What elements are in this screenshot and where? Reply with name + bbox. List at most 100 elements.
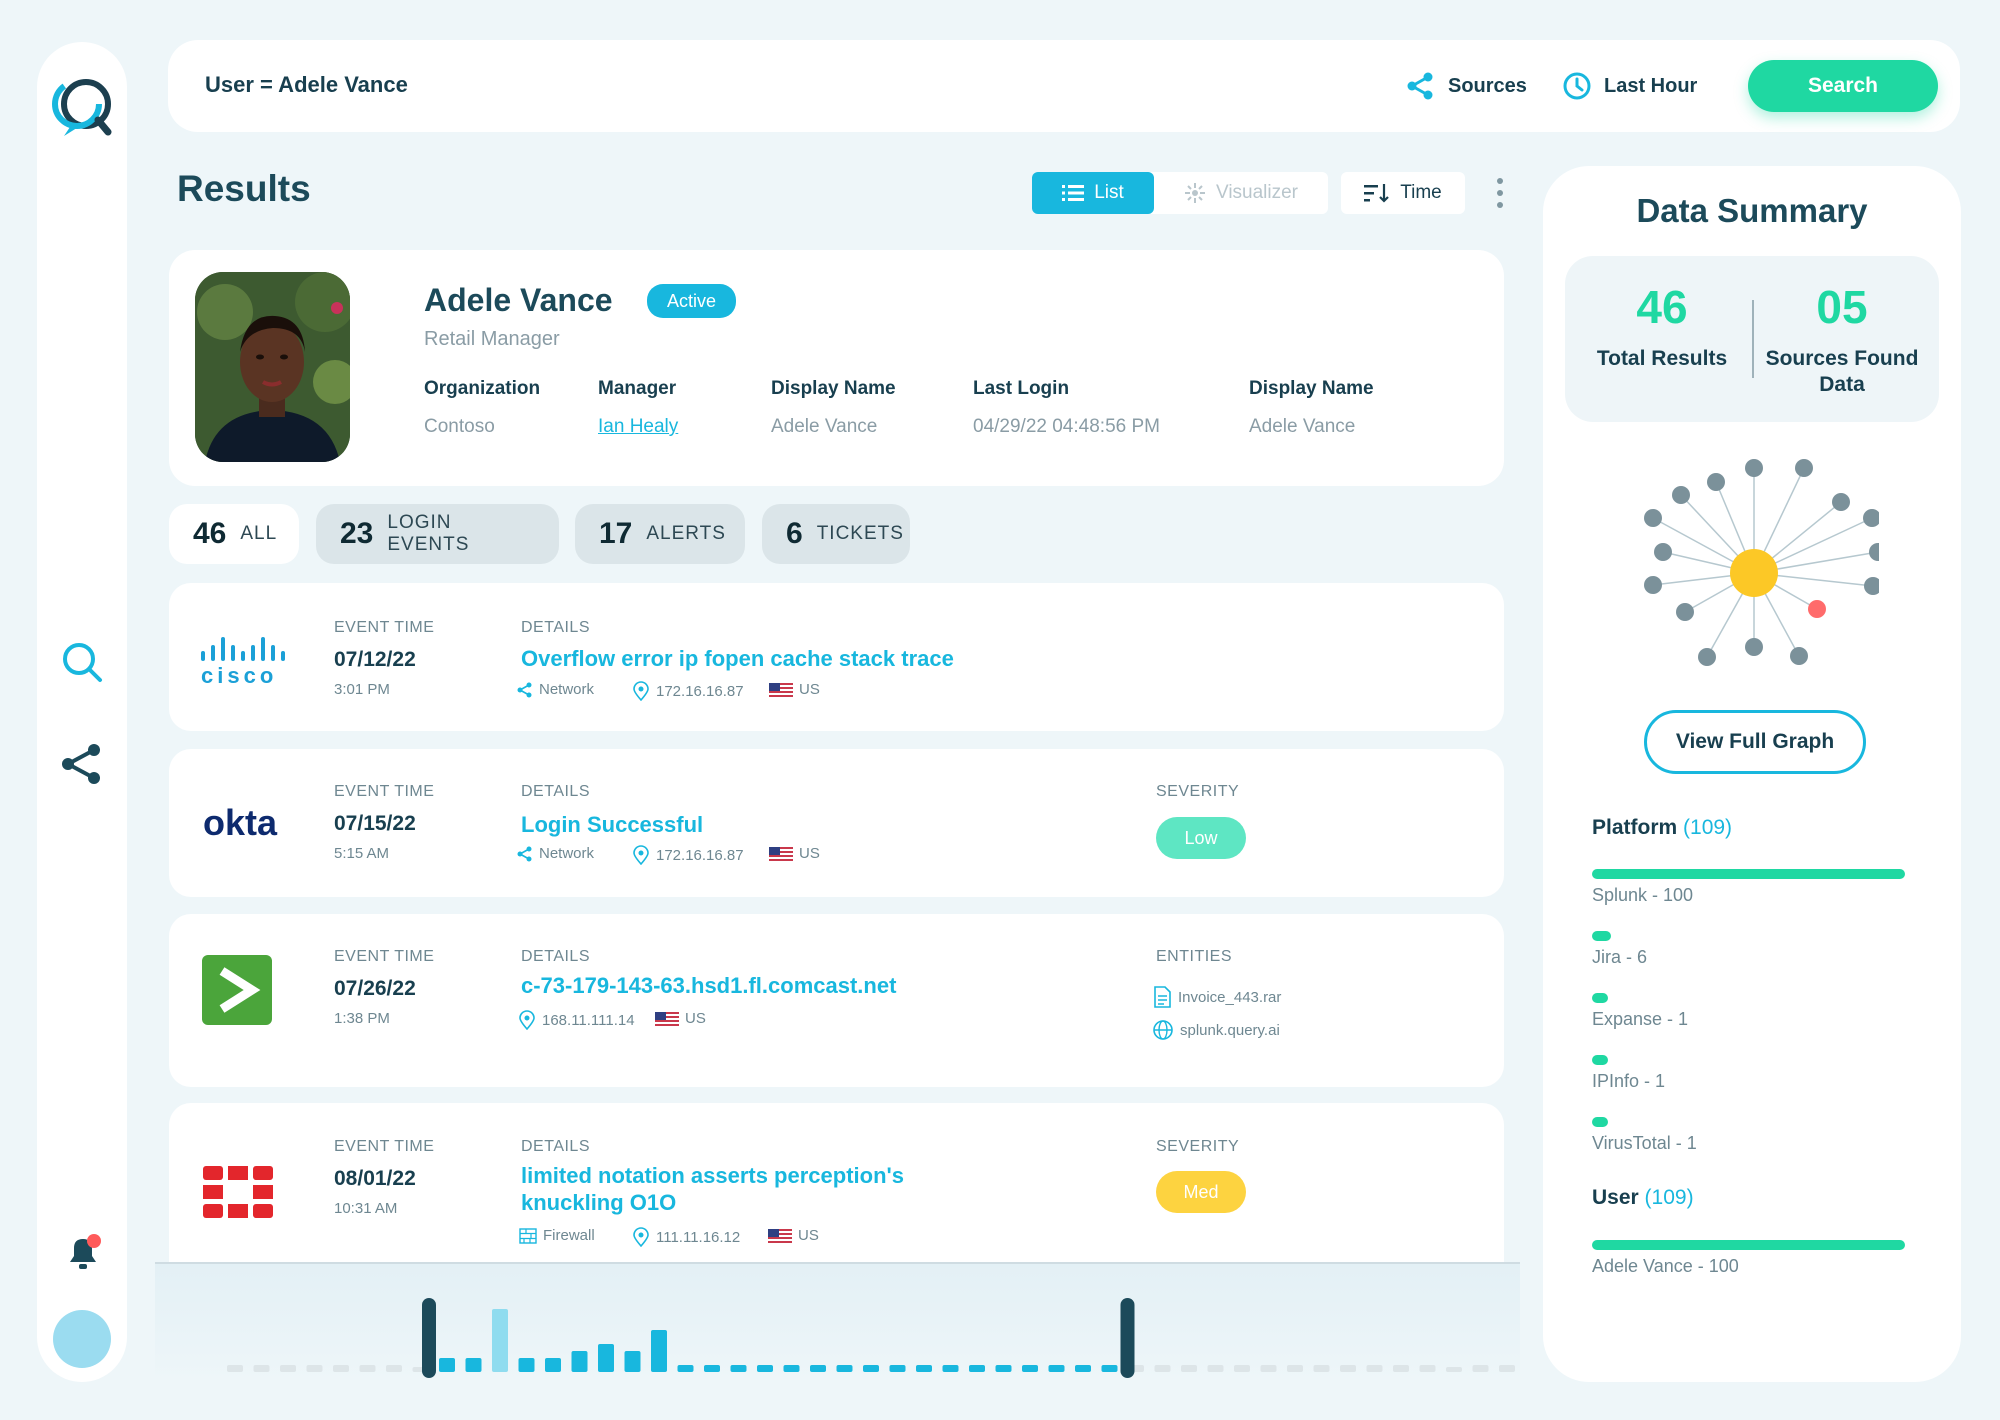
search-button[interactable]: Search xyxy=(1748,60,1938,112)
timeline-bar[interactable] xyxy=(730,1365,747,1372)
distribution-bar xyxy=(1592,1055,1608,1065)
timeline-bar[interactable] xyxy=(1340,1365,1356,1372)
location-pin-icon xyxy=(633,1227,649,1247)
organization-value: Contoso xyxy=(424,416,495,437)
timeline-bar[interactable] xyxy=(1499,1365,1515,1372)
timeline-bar[interactable] xyxy=(280,1365,296,1372)
app-logo[interactable] xyxy=(46,70,118,142)
tab-all[interactable]: 46 ALL xyxy=(169,504,299,564)
event-card-fortinet[interactable]: EVENT TIME 08/01/22 10:31 AM DETAILS lim… xyxy=(169,1103,1504,1263)
list-view-tab[interactable]: List xyxy=(1032,172,1154,214)
timeline-bar[interactable] xyxy=(810,1365,826,1372)
distribution-label: Jira - 6 xyxy=(1592,947,1648,967)
timeline-bar[interactable] xyxy=(1472,1365,1489,1372)
event-time: 1:38 PM xyxy=(334,1010,390,1027)
visualizer-view-tab[interactable]: Visualizer xyxy=(1154,172,1328,214)
timeline-bar[interactable] xyxy=(1234,1365,1250,1372)
sort-by-time-button[interactable]: Time xyxy=(1341,172,1465,214)
timeline-bar[interactable] xyxy=(651,1330,667,1372)
timeline-bar[interactable] xyxy=(942,1365,959,1372)
tab-alerts[interactable]: 17 ALERTS xyxy=(575,504,745,564)
location-pin-icon xyxy=(633,681,649,701)
tab-tickets[interactable]: 6 TICKETS xyxy=(762,504,910,564)
timeline-bar[interactable] xyxy=(1366,1365,1383,1372)
tab-login-events[interactable]: 23 LOGIN EVENTS xyxy=(316,504,559,564)
us-flag-icon xyxy=(655,1011,679,1026)
timeline-bar[interactable] xyxy=(359,1365,376,1372)
timeline-bar[interactable] xyxy=(1154,1365,1171,1372)
entity-domain[interactable]: splunk.query.ai xyxy=(1152,1019,1280,1041)
timeline-bar[interactable] xyxy=(1101,1365,1118,1372)
event-title-link[interactable]: limited notation asserts perception's kn… xyxy=(521,1163,904,1215)
timeline-bar[interactable] xyxy=(1393,1365,1409,1372)
timeline-bar[interactable] xyxy=(783,1365,800,1372)
event-title-link[interactable]: Login Successful xyxy=(521,812,704,837)
timeline-bar[interactable] xyxy=(916,1365,932,1372)
range-handle-end[interactable] xyxy=(1120,1298,1135,1378)
timeline-bar[interactable] xyxy=(227,1365,243,1372)
timeline-bar[interactable] xyxy=(465,1358,482,1372)
timeline-bar[interactable] xyxy=(1419,1365,1436,1372)
timeline-bar[interactable] xyxy=(333,1365,349,1372)
country-text: US xyxy=(799,681,820,698)
timeline-bar[interactable] xyxy=(1075,1365,1091,1372)
timeline-histogram[interactable] xyxy=(155,1262,1966,1382)
timeline-bar[interactable] xyxy=(571,1351,588,1372)
sources-button[interactable]: Sources xyxy=(1406,64,1527,108)
event-title-link[interactable]: c-73-179-143-63.hsd1.fl.comcast.net xyxy=(521,973,897,998)
country-text: US xyxy=(799,845,820,862)
timeline-bar[interactable] xyxy=(1313,1365,1330,1372)
manager-label: Manager xyxy=(598,378,677,399)
country-text: US xyxy=(798,1227,819,1244)
event-title-link[interactable]: Overflow error ip fopen cache stack trac… xyxy=(521,646,954,671)
total-results-label: Total Results xyxy=(1596,347,1728,370)
timeline-bar[interactable] xyxy=(889,1365,906,1372)
user-avatar[interactable] xyxy=(53,1310,111,1368)
notification-bell-icon[interactable] xyxy=(62,1232,104,1274)
timeline-bar[interactable] xyxy=(545,1358,561,1372)
event-card-okta[interactable]: okta EVENT TIME 07/15/22 5:15 AM DETAILS… xyxy=(169,749,1504,897)
timeline-bar[interactable] xyxy=(704,1365,720,1372)
timeline-bar[interactable] xyxy=(439,1358,455,1372)
timeline-bar[interactable] xyxy=(1048,1365,1065,1372)
timeline-bar[interactable] xyxy=(1260,1365,1277,1372)
timeline-bar[interactable] xyxy=(1207,1365,1224,1372)
timeline-bar[interactable] xyxy=(386,1365,402,1372)
time-range-button[interactable]: Last Hour xyxy=(1562,64,1697,108)
timeline-bar[interactable] xyxy=(306,1365,323,1372)
timeline-bar[interactable] xyxy=(492,1309,508,1372)
share-graph-icon[interactable] xyxy=(58,740,106,788)
entity-file[interactable]: Invoice_443.rar xyxy=(1152,986,1281,1008)
timeline-bar[interactable] xyxy=(1181,1365,1197,1372)
timeline-bar[interactable] xyxy=(677,1365,694,1372)
event-date: 07/26/22 xyxy=(334,977,416,1000)
okta-logo: okta xyxy=(199,801,295,850)
search-query-input[interactable]: User = Adele Vance xyxy=(205,72,408,97)
timeline-bar[interactable] xyxy=(1287,1365,1303,1372)
total-results-count: 46 xyxy=(1636,281,1688,333)
timeline-bar[interactable] xyxy=(995,1365,1012,1372)
manager-link[interactable]: Ian Healy xyxy=(598,416,679,437)
event-date: 07/15/22 xyxy=(334,812,416,835)
event-time: 10:31 AM xyxy=(334,1200,398,1217)
timeline-bar[interactable] xyxy=(518,1358,535,1372)
timeline-bar[interactable] xyxy=(757,1365,773,1372)
timeline-bar[interactable] xyxy=(863,1365,879,1372)
timeline-bar[interactable] xyxy=(1446,1367,1462,1372)
view-full-graph-button[interactable]: View Full Graph xyxy=(1644,710,1866,774)
timeline-bar[interactable] xyxy=(624,1351,641,1372)
more-options-icon[interactable] xyxy=(1490,175,1510,211)
timeline-bar[interactable] xyxy=(598,1344,614,1372)
event-card-cisco[interactable]: cisco EVENT TIME 07/12/22 3:01 PM DETAIL… xyxy=(169,583,1504,731)
timeline-bar[interactable] xyxy=(253,1365,270,1372)
timeline-bar[interactable] xyxy=(1022,1365,1038,1372)
range-handle-start[interactable] xyxy=(422,1298,436,1378)
event-card-prompt[interactable]: EVENT TIME 07/26/22 1:38 PM DETAILS c-73… xyxy=(169,914,1504,1087)
timeline-bar[interactable] xyxy=(836,1365,853,1372)
timeline-bar[interactable] xyxy=(969,1365,985,1372)
sidebar xyxy=(37,42,127,1382)
search-icon[interactable] xyxy=(58,638,106,686)
relationship-graph[interactable] xyxy=(1629,448,1887,698)
country-text: US xyxy=(685,1010,706,1027)
entity-domain-text: splunk.query.ai xyxy=(1180,1021,1280,1039)
